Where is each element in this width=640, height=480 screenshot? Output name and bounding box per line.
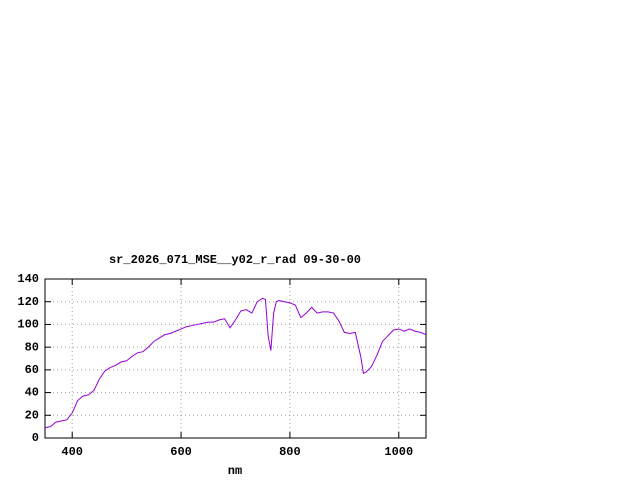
x-tick-label: 600 <box>170 445 192 459</box>
y-tick-label: 120 <box>17 295 39 309</box>
x-axis-label: nm <box>228 464 242 478</box>
y-tick-label: 140 <box>17 272 39 286</box>
y-tick-label: 100 <box>17 318 39 332</box>
x-tick-label: 800 <box>279 445 301 459</box>
y-tick-label: 80 <box>25 340 39 354</box>
chart-title: sr_2026_071_MSE__y02_r_rad 09-30-00 <box>109 253 361 267</box>
x-tick-label: 1000 <box>384 445 413 459</box>
y-tick-label: 60 <box>25 363 39 377</box>
y-tick-label: 40 <box>25 386 39 400</box>
data-line <box>44 297 427 429</box>
y-tick-label: 0 <box>32 431 39 445</box>
x-tick-label: 400 <box>61 445 83 459</box>
y-tick-label: 20 <box>25 408 39 422</box>
plot-border <box>44 278 427 439</box>
